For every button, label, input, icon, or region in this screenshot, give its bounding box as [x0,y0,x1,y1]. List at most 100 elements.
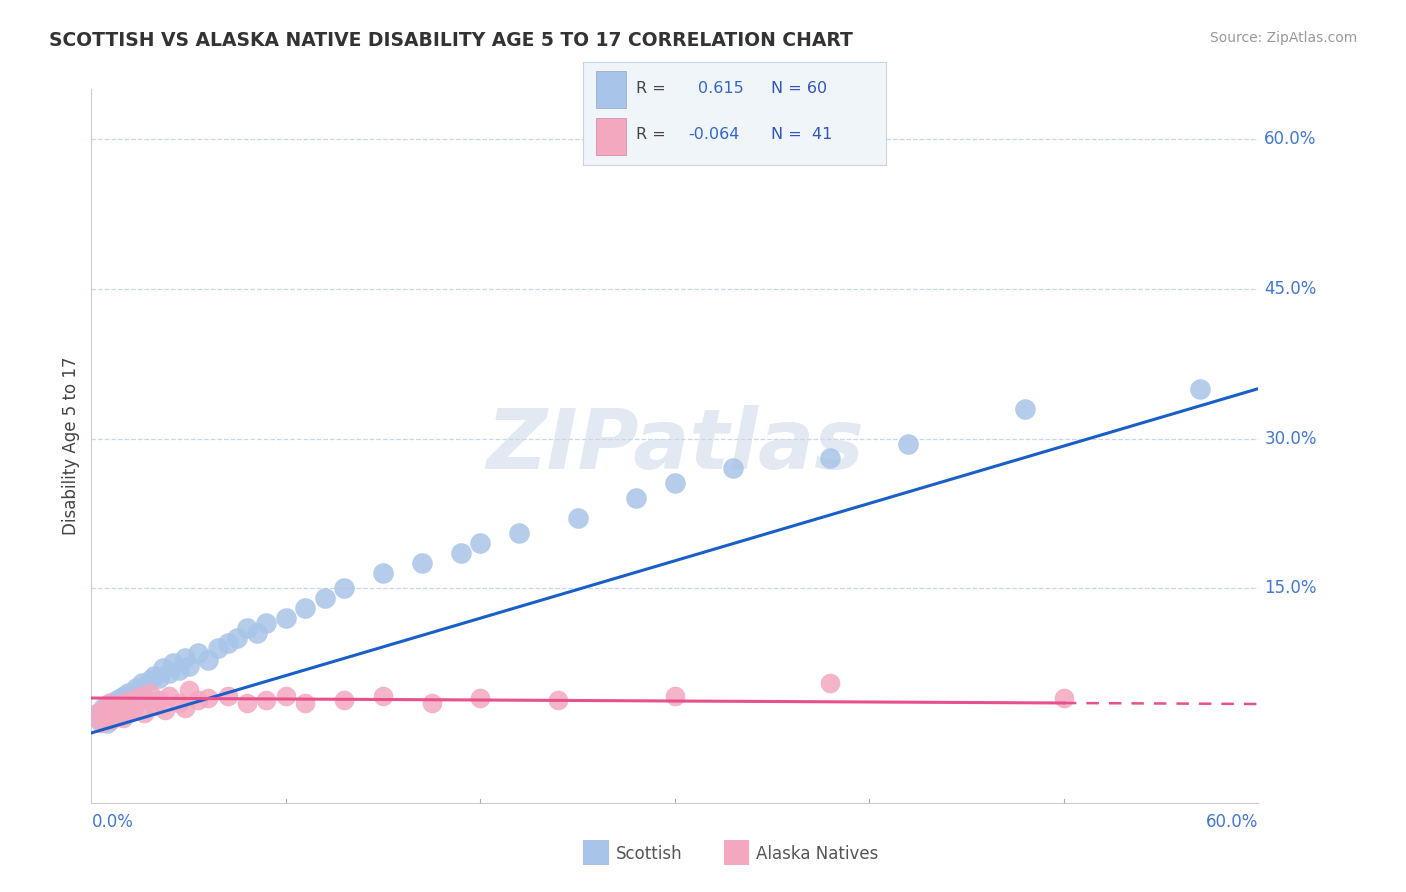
Point [94,713,117,727]
Point [256,616,278,631]
Point [162,656,184,670]
Point [91,701,114,715]
Point [897,436,920,450]
Point [105,709,128,723]
Text: R =: R = [637,128,666,142]
Point [100,696,122,710]
Point [173,701,195,715]
Point [111,711,134,725]
Point [820,451,842,466]
Point [1053,691,1076,706]
Point [314,591,336,606]
Point [131,676,153,690]
Text: N =  41: N = 41 [770,128,832,142]
Point [138,686,162,700]
Point [508,526,530,541]
Bar [596,70,626,108]
Point [217,636,239,650]
Point [115,701,138,715]
Point [132,691,155,706]
Point [129,683,152,698]
Point [207,641,229,656]
Point [100,713,122,727]
Point [107,709,129,723]
Point [107,703,129,717]
Point [197,691,219,706]
Point [117,686,139,700]
Point [411,556,433,570]
Text: 45.0%: 45.0% [1264,280,1316,298]
Point [97,703,120,717]
Point [122,701,145,715]
Point [197,653,219,667]
Point [1014,401,1036,416]
Point [173,651,195,665]
Point [105,693,128,707]
Point [567,511,589,525]
Point [114,689,136,703]
Point [152,661,174,675]
Point [90,715,112,730]
Point [624,491,647,506]
Text: R =: R = [637,81,666,96]
Point [187,693,209,707]
Point [97,696,120,710]
Point [96,715,118,730]
Point [110,696,132,710]
Point [94,701,117,715]
Point [236,621,259,635]
Point [294,601,316,615]
Point [120,693,142,707]
Text: Scottish: Scottish [616,845,682,863]
Text: Source: ZipAtlas.com: Source: ZipAtlas.com [1209,31,1357,45]
Text: 30.0%: 30.0% [1264,430,1316,448]
Point [114,698,136,713]
Point [129,689,152,703]
Point [111,696,134,710]
Point [274,689,297,703]
Point [177,683,200,698]
Text: 60.0%: 60.0% [1264,130,1316,148]
Point [177,659,200,673]
Point [148,693,170,707]
Point [664,476,686,491]
Point [256,693,278,707]
Text: ZIPatlas: ZIPatlas [486,406,863,486]
Point [110,691,132,706]
Point [101,706,124,720]
Point [132,706,155,720]
Point [90,709,112,723]
Point [723,461,745,475]
Point [157,689,180,703]
Point [274,611,297,625]
Point [217,689,239,703]
Point [115,706,138,720]
Point [122,689,145,703]
Text: N = 60: N = 60 [770,81,827,96]
Text: 0.615: 0.615 [699,81,744,96]
Point [138,673,162,687]
Point [157,666,180,681]
Point [187,646,209,660]
Point [371,566,394,581]
Point [86,706,108,720]
Point [450,546,472,560]
Point [470,691,492,706]
Point [820,676,842,690]
Bar [596,118,626,155]
Text: 60.0%: 60.0% [1206,813,1258,830]
Text: SCOTTISH VS ALASKA NATIVE DISABILITY AGE 5 TO 17 CORRELATION CHART: SCOTTISH VS ALASKA NATIVE DISABILITY AGE… [49,31,853,50]
Point [333,693,356,707]
Point [86,711,108,725]
Point [101,706,124,720]
Text: 0.0%: 0.0% [91,813,134,830]
Point [121,696,143,710]
Point [420,696,443,710]
Point [104,701,127,715]
Point [547,693,569,707]
Point [155,703,177,717]
Point [125,681,148,695]
Point [470,536,492,550]
Point [664,689,686,703]
Point [104,701,127,715]
